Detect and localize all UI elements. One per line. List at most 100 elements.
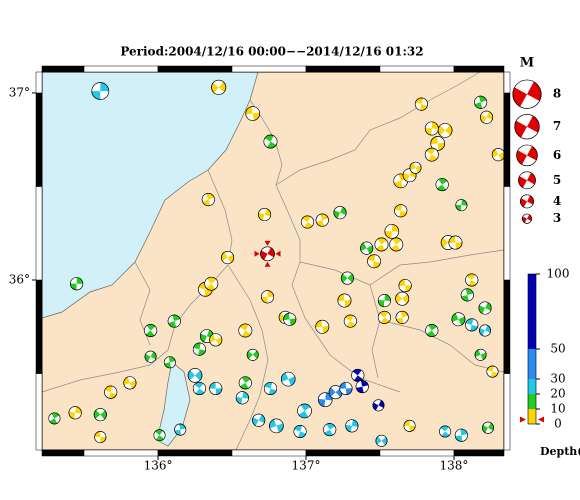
event: [209, 381, 223, 395]
ball-quadrant: [345, 419, 353, 426]
ball-outline: [474, 348, 487, 361]
ball-outline: [317, 392, 333, 407]
ball-quadrant: [190, 368, 201, 376]
latest-arrow: [275, 250, 281, 257]
colorbar-latest-marker: [520, 416, 544, 423]
ball-quadrant: [522, 214, 530, 219]
ball-outline: [435, 178, 449, 192]
event: [144, 350, 157, 363]
ball-quadrant: [209, 388, 216, 395]
latest-arrow: [264, 261, 271, 267]
ball-quadrant: [345, 382, 353, 389]
ball-outline: [367, 254, 381, 269]
event: [491, 148, 505, 162]
ball-outline: [323, 423, 337, 437]
ball-quadrant: [169, 361, 176, 368]
ball-quadrant: [455, 429, 462, 437]
ball-quadrant: [174, 424, 181, 431]
ball-outline: [424, 147, 439, 162]
event: [377, 310, 391, 324]
ball-outline: [238, 323, 253, 338]
ball-quadrant: [440, 130, 451, 138]
ball-quadrant: [74, 412, 82, 419]
event: [345, 419, 359, 433]
ball-quadrant: [455, 199, 462, 206]
event: [454, 428, 468, 442]
ball-quadrant: [301, 218, 308, 228]
frame-bar: [503, 71, 511, 94]
frame-bar: [453, 65, 505, 73]
ball-quadrant: [516, 114, 533, 127]
ball-outline: [516, 144, 538, 167]
event: [263, 381, 278, 395]
ball-outline: [448, 235, 463, 250]
ball-quadrant: [255, 420, 265, 427]
frame-bar: [35, 373, 43, 451]
ball-quadrant: [394, 209, 401, 217]
event: [300, 215, 314, 229]
ball-outline: [465, 318, 479, 332]
ball-quadrant: [199, 383, 206, 393]
ball-quadrant: [409, 420, 416, 426]
ball-outline: [204, 276, 219, 291]
event: [360, 241, 374, 255]
ball-quadrant: [384, 312, 391, 322]
event: [94, 431, 107, 444]
event: [258, 208, 272, 222]
ball-outline: [520, 194, 534, 209]
colorbar-tick-label: 20: [550, 387, 565, 401]
ball-quadrant: [521, 194, 531, 202]
ball-quadrant: [245, 379, 252, 389]
ball-outline: [221, 251, 235, 265]
ball-outline: [238, 376, 252, 390]
ball-outline: [340, 271, 354, 285]
ball-quadrant: [467, 293, 474, 301]
ball-outline: [437, 123, 453, 138]
ball-quadrant: [193, 347, 200, 356]
ball-outline: [315, 213, 329, 227]
ball-quadrant: [523, 201, 533, 208]
ball-quadrant: [452, 319, 462, 326]
events: [48, 79, 505, 447]
ball-outline: [403, 419, 416, 432]
event: [343, 314, 357, 328]
event: [280, 371, 296, 387]
event: [293, 424, 307, 439]
event: [395, 291, 410, 306]
ball-quadrant: [519, 171, 532, 181]
ball-quadrant: [482, 308, 491, 315]
event: [167, 314, 181, 328]
event: [455, 199, 468, 212]
event: [209, 333, 223, 347]
ball-quadrant: [239, 377, 246, 387]
frame-bar: [35, 92, 43, 187]
ball-quadrant: [329, 426, 336, 435]
ball-quadrant: [471, 274, 478, 284]
event: [451, 312, 466, 327]
colorbar-tick-label: 50: [550, 342, 565, 356]
legend-ball: [520, 194, 534, 209]
ball-quadrant: [431, 326, 439, 336]
frame-bar: [503, 373, 511, 451]
latest-event: [260, 246, 275, 262]
ball-outline: [395, 291, 410, 306]
ball-quadrant: [377, 435, 386, 441]
legend-label: 5: [553, 173, 561, 187]
colorbar-segment: [528, 274, 536, 349]
ball-outline: [269, 418, 284, 434]
ball-outline: [153, 429, 166, 442]
frame-bar: [41, 65, 85, 73]
event: [70, 277, 84, 291]
ball-quadrant: [425, 150, 432, 161]
ball-quadrant: [381, 240, 389, 250]
ball-outline: [70, 277, 84, 291]
event: [395, 310, 409, 324]
ball-quadrant: [435, 179, 443, 189]
ball-outline: [425, 323, 439, 338]
ball-quadrant: [344, 317, 351, 327]
ball-outline: [261, 290, 275, 304]
event: [104, 385, 118, 399]
ball-quadrant: [373, 399, 382, 406]
event: [153, 429, 166, 442]
ball-outline: [375, 434, 388, 447]
